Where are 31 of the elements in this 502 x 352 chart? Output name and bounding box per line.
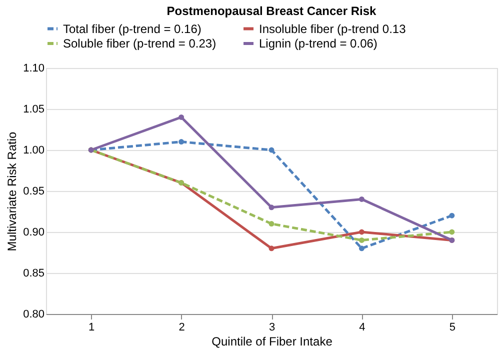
point bbox=[358, 229, 364, 235]
legend-label: Lignin (p-trend = 0.06) bbox=[259, 36, 378, 50]
point bbox=[178, 139, 184, 145]
y-tick-label: 0.85 bbox=[23, 268, 44, 280]
point bbox=[449, 212, 455, 218]
x-tick-label: 3 bbox=[268, 322, 276, 334]
y-tick-label: 1.10 bbox=[23, 62, 44, 74]
y-tick-label: 1.05 bbox=[23, 104, 44, 116]
legend-label: Total fiber (p-trend = 0.16) bbox=[63, 22, 202, 36]
x-tick-label: 4 bbox=[359, 322, 366, 334]
point bbox=[268, 147, 274, 153]
y-tick-label: 0.80 bbox=[23, 308, 44, 320]
point bbox=[268, 204, 274, 210]
point bbox=[178, 114, 184, 120]
point bbox=[358, 196, 364, 202]
point bbox=[358, 246, 364, 252]
y-tick-label: 1.00 bbox=[23, 144, 44, 156]
x-tick-label: 1 bbox=[88, 322, 95, 334]
point bbox=[268, 246, 274, 252]
x-tick-label: 2 bbox=[178, 322, 185, 334]
x-axis-title: Quintile of Fiber Intake bbox=[212, 334, 333, 348]
point bbox=[358, 237, 364, 243]
legend-label: Insoluble fiber (p-trend 0.13 bbox=[259, 22, 406, 36]
y-tick-label: 0.95 bbox=[23, 186, 44, 198]
x-tick-label: 5 bbox=[449, 322, 456, 334]
point bbox=[449, 229, 455, 235]
chart-title: Postmenopausal Breast Cancer Risk bbox=[166, 4, 377, 18]
legend-label: Soluble fiber (p-trend = 0.23) bbox=[63, 36, 216, 50]
y-tick-label: 0.90 bbox=[23, 226, 44, 238]
point bbox=[268, 221, 274, 227]
y-axis-title: Multivariate Risk Ratio bbox=[5, 131, 20, 252]
